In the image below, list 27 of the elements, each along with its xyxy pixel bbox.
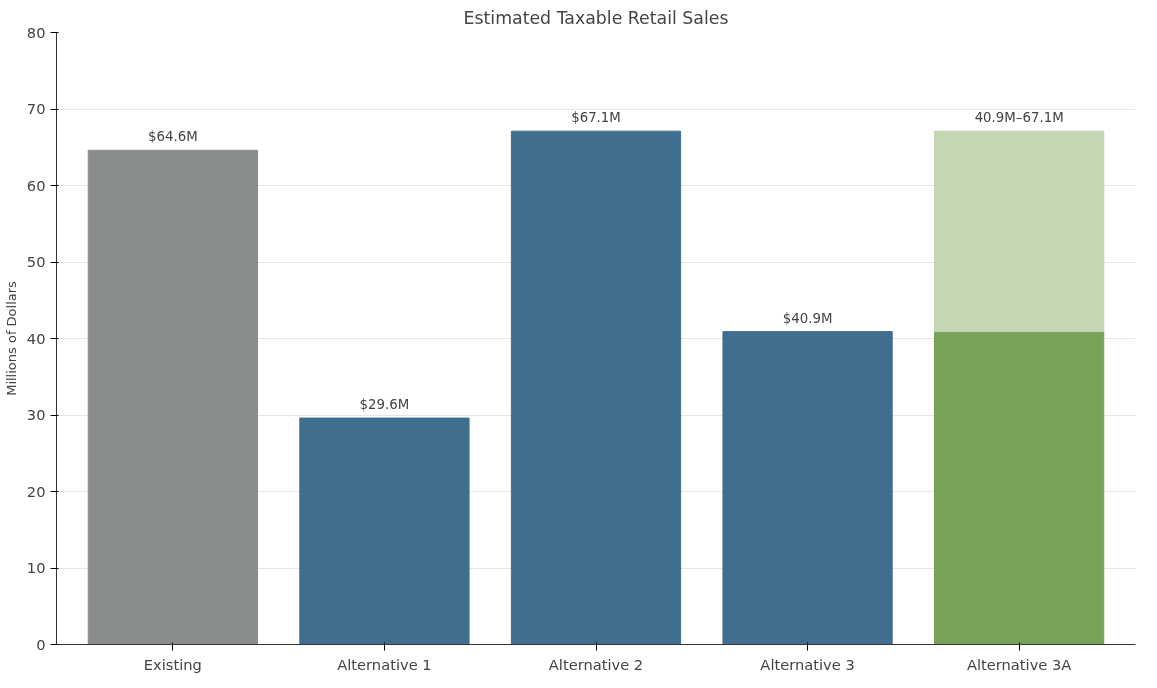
data-label: $40.9M — [782, 310, 833, 326]
y-tick-label: 20 — [26, 482, 46, 500]
y-tick-label: 0 — [36, 635, 46, 653]
y-tick-label: 80 — [26, 23, 46, 41]
bar — [510, 130, 682, 645]
data-label: $29.6M — [359, 397, 410, 413]
y-axis-title: Millions of Dollars — [3, 280, 19, 396]
x-tick-label: Alternative 3 — [760, 655, 855, 673]
data-label: $67.1M — [571, 110, 621, 126]
bar — [87, 149, 258, 645]
x-tick-label: Existing — [143, 655, 202, 673]
y-tick-label: 50 — [26, 253, 46, 270]
chart-title: Estimated Taxable Retail Sales — [463, 7, 729, 28]
y-tick-label: 70 — [26, 100, 46, 117]
x-tick-label: Alternative 3A — [966, 655, 1072, 673]
y-tick-label: 40 — [26, 329, 46, 347]
y-tick-label: 30 — [26, 406, 46, 423]
x-tick-label: Alternative 2 — [548, 655, 644, 673]
bar — [934, 130, 1105, 333]
data-label: $64.6M — [148, 129, 198, 145]
annotation: 40.9M–67.1M — [974, 110, 1064, 126]
y-tick-label: 60 — [26, 176, 46, 194]
x-tick-label: Alternative 1 — [337, 655, 432, 673]
y-tick-label: 10 — [26, 559, 46, 576]
bar — [934, 331, 1105, 645]
bar — [722, 331, 893, 645]
bar — [299, 417, 470, 645]
